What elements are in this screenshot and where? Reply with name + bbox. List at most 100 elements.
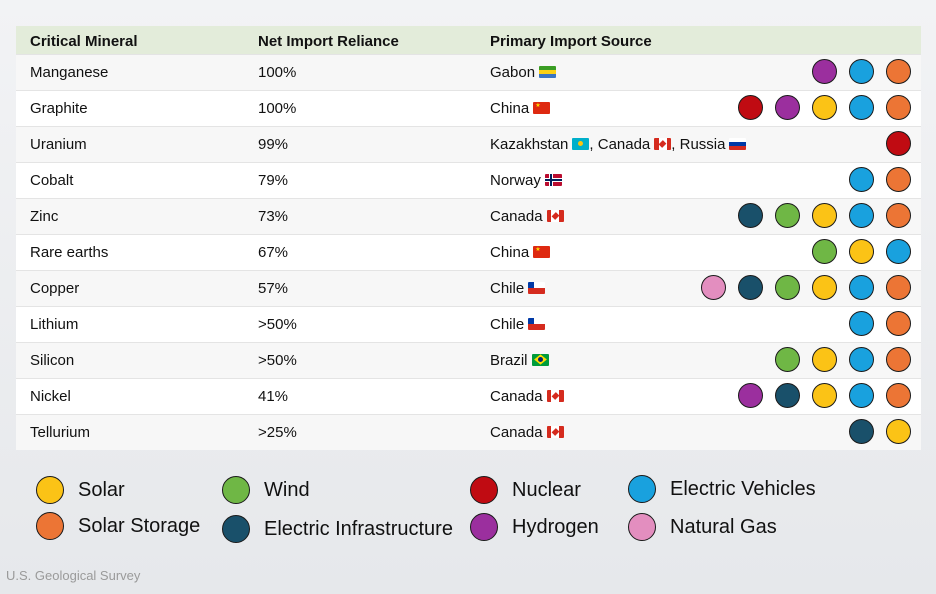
gabon-flag-icon [539,66,557,78]
mineral-name: Zinc [30,208,59,225]
net-import-reliance: >50% [258,316,297,333]
table-row: Cobalt 79% Norway [16,162,921,198]
technology-dots [886,131,911,158]
source-note: U.S. Geological Survey [6,568,141,583]
wind-dot-icon [775,203,800,228]
legend-label: Solar [78,478,125,501]
electric-infrastructure-dot-icon [738,203,763,228]
net-import-reliance: 99% [258,136,289,153]
technology-dots [812,239,911,266]
canada-flag-icon [546,426,564,438]
mineral-name: Graphite [30,100,88,117]
net-import-reliance: 41% [258,388,289,405]
country-name: Canada [490,424,543,441]
table-row: Uranium 99% Kazakhstan, Canada, Russia [16,126,921,162]
legend-item-hydrogen: Hydrogen [470,513,599,541]
russia-flag-icon [729,138,747,150]
import-source: Norway [490,172,562,189]
net-import-reliance: >50% [258,352,297,369]
electric-vehicles-legend-icon [628,475,656,503]
mineral-name: Cobalt [30,172,74,189]
import-source: Kazakhstan, Canada, Russia [490,136,747,153]
table-row: Zinc 73% Canada [16,198,921,234]
table-row: Nickel 41% Canada [16,378,921,414]
wind-legend-icon [222,476,250,504]
table-row: Manganese 100% Gabon [16,54,921,90]
electric-vehicles-dot-icon [849,311,874,336]
norway-flag-icon [544,174,562,186]
brazil-flag-icon [531,354,549,366]
import-source: Chile [490,280,546,297]
electric-infrastructure-legend-icon [222,515,250,543]
electric-vehicles-dot-icon [849,59,874,84]
country-name: Chile [490,280,525,297]
table-row: Tellurium >25% Canada [16,414,921,450]
legend-label: Electric Infrastructure [264,517,453,540]
hydrogen-legend-icon [470,513,498,541]
wind-dot-icon [775,347,800,372]
table-body: Manganese 100% Gabon Graphite 100% China ★ Uran… [16,54,921,450]
technology-dots [701,275,911,302]
china-flag-icon: ★ [533,246,551,258]
minerals-table: Critical Mineral Net Import Reliance Pri… [16,26,921,450]
legend-label: Hydrogen [512,515,599,538]
solar-dot-icon [812,275,837,300]
legend-item-electric-infrastructure: Electric Infrastructure [222,515,453,543]
table-header: Critical Mineral Net Import Reliance Pri… [16,26,921,54]
import-source: Brazil [490,352,549,369]
country-name: Gabon [490,64,536,81]
solar-storage-dot-icon [886,95,911,120]
technology-dots [812,59,911,86]
table-row: Lithium >50% Chile [16,306,921,342]
solar-storage-legend-icon [36,512,64,540]
net-import-reliance: 100% [258,100,297,117]
solar-storage-dot-icon [886,275,911,300]
electric-vehicles-dot-icon [849,203,874,228]
solar-dot-icon [849,239,874,264]
legend-item-wind: Wind [222,476,310,504]
import-source: China ★ [490,100,551,117]
country-name: China [490,100,530,117]
solar-storage-dot-icon [886,347,911,372]
technology-dots [849,311,911,338]
country-name: Canada [597,136,651,153]
mineral-name: Manganese [30,64,109,81]
nuclear-dot-icon [738,95,763,120]
mineral-name: Copper [30,280,80,297]
import-source: Gabon [490,64,557,81]
legend-item-electric-vehicles: Electric Vehicles [628,475,816,503]
hydrogen-dot-icon [738,383,763,408]
import-source: Canada [490,208,564,225]
solar-storage-dot-icon [886,203,911,228]
electric-vehicles-dot-icon [849,275,874,300]
canada-flag-icon [546,210,564,222]
country-name: Canada [490,388,543,405]
net-import-reliance: 73% [258,208,289,225]
mineral-name: Nickel [30,388,71,405]
net-import-reliance: 79% [258,172,289,189]
hydrogen-dot-icon [775,95,800,120]
chile-flag-icon [528,282,546,294]
solar-legend-icon [36,476,64,504]
technology-dots [738,203,911,230]
electric-infrastructure-dot-icon [849,419,874,444]
electric-vehicles-dot-icon [849,95,874,120]
net-import-reliance: 57% [258,280,289,297]
technology-dots [738,383,911,410]
legend-item-natural-gas: Natural Gas [628,513,777,541]
solar-dot-icon [812,347,837,372]
wind-dot-icon [775,275,800,300]
natural-gas-legend-icon [628,513,656,541]
canada-flag-icon [654,138,672,150]
solar-storage-dot-icon [886,383,911,408]
legend-label: Solar Storage [78,514,201,537]
header-reliance: Net Import Reliance [258,33,399,50]
chile-flag-icon [528,318,546,330]
net-import-reliance: 100% [258,64,297,81]
solar-dot-icon [812,95,837,120]
country-name: Brazil [490,352,528,369]
kazakhstan-flag-icon [572,138,590,150]
legend-item-solar: Solar [36,476,125,504]
table-row: Copper 57% Chile [16,270,921,306]
table-row: Silicon >50% Brazil [16,342,921,378]
